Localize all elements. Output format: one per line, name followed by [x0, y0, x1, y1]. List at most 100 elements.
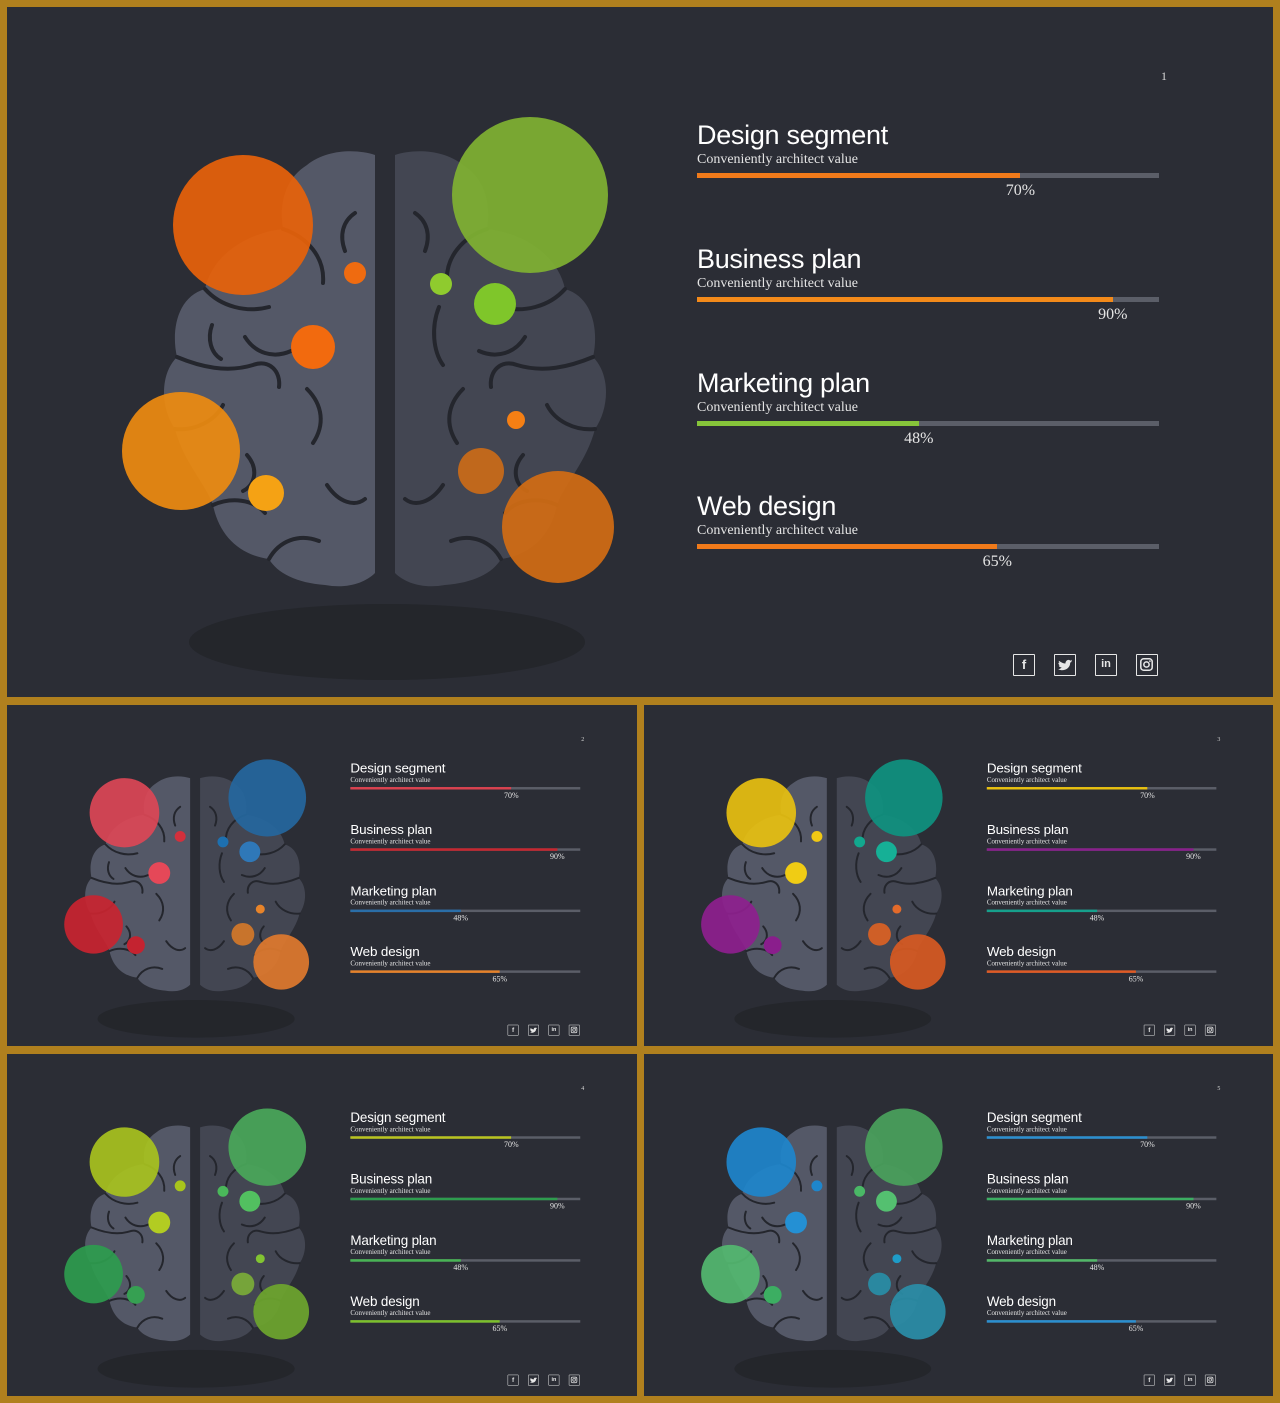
progress-item: Marketing plan Conveniently architect val… [350, 883, 581, 922]
progress-fill [697, 421, 919, 426]
item-title: Business plan [350, 822, 433, 837]
item-title: Business plan [986, 1171, 1069, 1187]
item-title: Marketing plan [986, 883, 1073, 899]
brain-shadow [734, 1000, 932, 1038]
item-title: Design segment [986, 760, 1082, 776]
bubble [892, 904, 902, 914]
item-subtitle: Conveniently architect value [986, 776, 1067, 785]
linkedin-icon[interactable]: in [1184, 1024, 1196, 1036]
instagram-icon[interactable] [568, 1024, 580, 1036]
item-title: Web design [697, 491, 837, 521]
instagram-icon[interactable] [1204, 1374, 1216, 1386]
bubble [148, 862, 171, 884]
progress-fill [697, 544, 998, 549]
percent-label: 48% [453, 914, 469, 923]
bubble [89, 778, 160, 848]
instagram-icon[interactable] [1204, 1024, 1216, 1036]
bubble [64, 895, 123, 954]
twitter-icon[interactable] [528, 1024, 539, 1036]
percent-label: 90% [549, 1202, 565, 1211]
progress-track [986, 1320, 1217, 1323]
facebook-icon[interactable]: f [1013, 654, 1035, 676]
twitter-icon[interactable] [1164, 1374, 1176, 1386]
progress-track [986, 1136, 1217, 1139]
item-title: Design segment [350, 1110, 446, 1125]
bubble [231, 922, 255, 946]
progress-fill [986, 1320, 1137, 1323]
progress-track [697, 421, 1159, 426]
item-subtitle: Conveniently architect value [350, 1309, 431, 1318]
progress-fill [986, 848, 1194, 851]
facebook-icon[interactable]: f [1143, 1024, 1155, 1036]
progress-item: Web design Conveniently architect value 65… [350, 1294, 581, 1333]
linkedin-icon-glyph: in [551, 1376, 557, 1383]
item-title: Business plan [986, 822, 1069, 837]
page-number: 5 [1217, 1084, 1221, 1092]
bubble [173, 155, 313, 295]
bubble [811, 1180, 823, 1192]
progress-track [350, 1197, 581, 1201]
instagram-icon[interactable] [1136, 654, 1158, 676]
progress-track [697, 544, 1159, 549]
slide-3: 3 Design segment Conveniently architect va… [644, 705, 1273, 1046]
item-subtitle: Conveniently architect value [350, 899, 431, 907]
item-title: Design segment [350, 760, 446, 776]
twitter-icon[interactable] [1164, 1024, 1176, 1036]
progress-item: Marketing plan Conveniently architect val… [697, 368, 1159, 447]
percent-label: 70% [503, 1140, 519, 1150]
bubble [701, 895, 760, 954]
progress-fill [697, 173, 1021, 178]
progress-item: Design segment Conveniently architect val… [986, 760, 1217, 800]
item-subtitle: Conveniently architect value [986, 837, 1067, 846]
item-subtitle: Conveniently architect value [986, 1309, 1067, 1318]
progress-item: Business plan Conveniently architect valu… [350, 1171, 581, 1211]
bubble [785, 1211, 807, 1234]
progress-fill [350, 909, 461, 913]
linkedin-icon[interactable]: in [548, 1374, 560, 1386]
bubble [255, 904, 265, 914]
brain-shadow [97, 1349, 295, 1388]
progress-track [350, 1136, 581, 1139]
linkedin-icon[interactable]: in [548, 1024, 560, 1036]
linkedin-icon[interactable]: in [1184, 1374, 1196, 1386]
item-title: Design segment [986, 1110, 1082, 1125]
percent-label: 65% [1128, 974, 1144, 984]
brain-bubbles [64, 759, 310, 990]
progress-track [350, 848, 581, 851]
percent-label: 90% [1186, 1202, 1201, 1211]
page-number: 3 [1217, 735, 1221, 743]
progress-track [350, 1320, 581, 1323]
twitter-icon[interactable] [528, 1374, 539, 1386]
progress-fill [986, 909, 1097, 913]
slide-2: 2 Design segment Conveniently architect va… [7, 705, 637, 1046]
twitter-icon[interactable] [1054, 654, 1076, 676]
progress-track [986, 909, 1217, 913]
bubble [701, 1244, 760, 1304]
item-title: Web design [986, 1293, 1056, 1309]
progress-item: Business plan Conveniently architect valu… [986, 822, 1217, 861]
percent-label: 65% [1128, 1324, 1144, 1334]
progress-track [986, 848, 1217, 851]
progress-item: Marketing plan Conveniently architect val… [986, 1233, 1217, 1272]
facebook-icon[interactable]: f [507, 1374, 519, 1386]
progress-fill [350, 1320, 500, 1323]
bubble [228, 1108, 307, 1186]
progress-item: Design segment Conveniently architect val… [986, 1110, 1217, 1149]
progress-fill [350, 1259, 461, 1262]
instagram-icon[interactable] [568, 1374, 580, 1386]
bubble [785, 862, 807, 884]
bubble [430, 273, 452, 295]
percent-label: 48% [904, 430, 934, 447]
linkedin-icon[interactable]: in [1095, 654, 1117, 676]
slide-1: 1 Design segment Conveniently architect va… [7, 7, 1273, 697]
item-subtitle: Conveniently architect value [986, 1187, 1067, 1195]
progress-fill [350, 787, 512, 790]
progress-track [697, 173, 1159, 178]
facebook-icon[interactable]: f [1143, 1374, 1155, 1386]
facebook-icon[interactable]: f [507, 1024, 519, 1036]
item-subtitle: Conveniently architect value [986, 1125, 1067, 1134]
facebook-icon-glyph: f [512, 1026, 515, 1034]
brain-shadow [97, 1000, 295, 1038]
item-subtitle: Conveniently architect value [350, 776, 431, 785]
brain-bubbles [701, 1108, 946, 1340]
